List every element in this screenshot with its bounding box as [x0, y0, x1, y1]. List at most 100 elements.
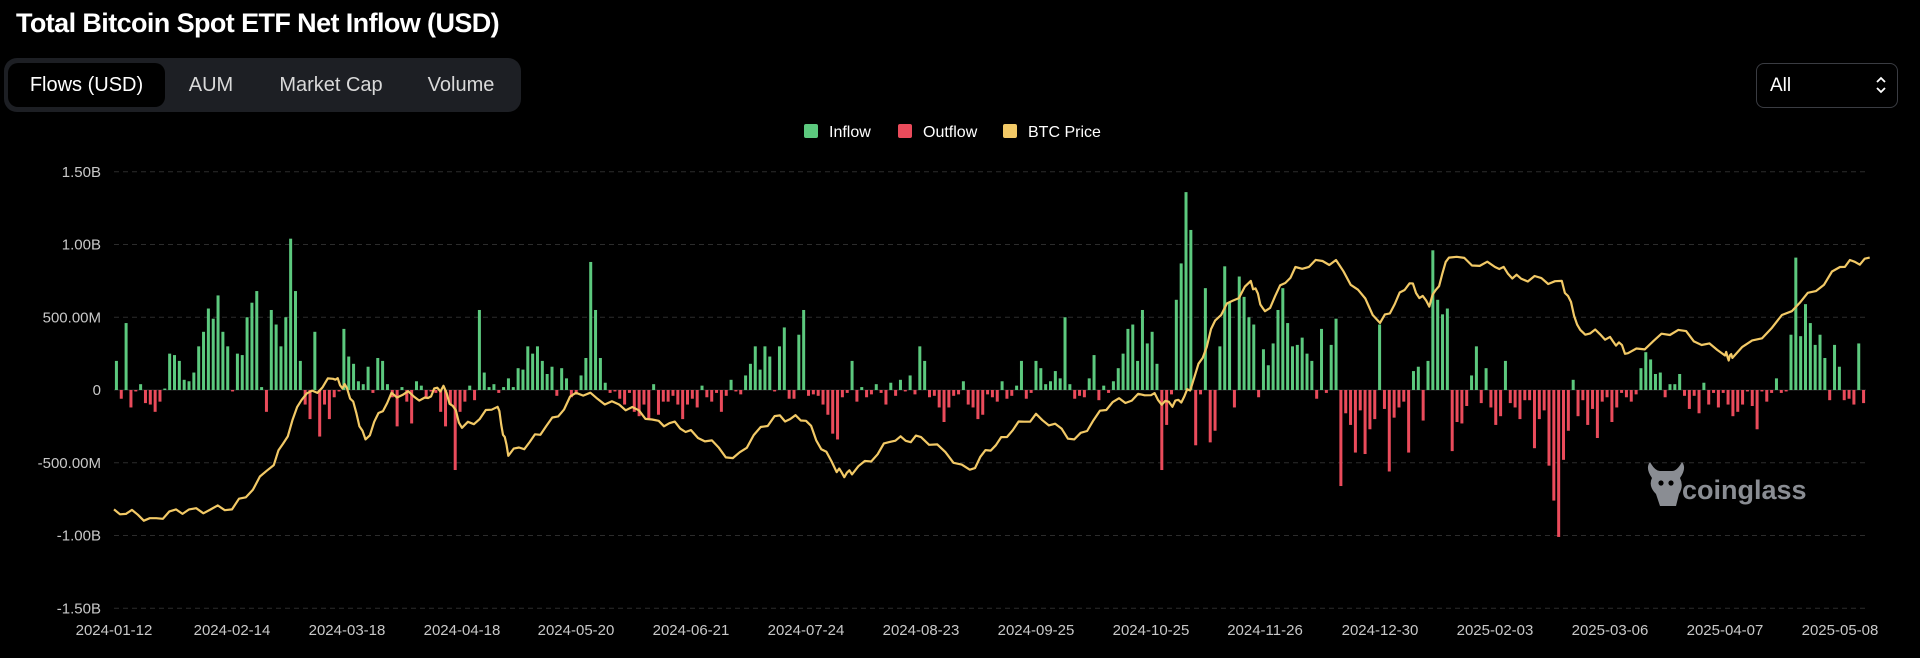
outflow-bar[interactable]: [831, 390, 835, 434]
outflow-bar[interactable]: [1736, 390, 1740, 412]
inflow-bar[interactable]: [414, 381, 418, 390]
inflow-bar[interactable]: [1179, 263, 1183, 390]
inflow-bar[interactable]: [1441, 314, 1445, 390]
outflow-bar[interactable]: [1726, 390, 1730, 405]
outflow-bar[interactable]: [1523, 390, 1527, 401]
inflow-bar[interactable]: [1189, 229, 1193, 390]
outflow-bar[interactable]: [1353, 390, 1357, 453]
inflow-bar[interactable]: [1223, 266, 1227, 390]
outflow-bar[interactable]: [845, 390, 849, 393]
inflow-bar[interactable]: [255, 291, 259, 390]
inflow-bar[interactable]: [545, 374, 549, 390]
inflow-bar[interactable]: [1644, 352, 1648, 390]
inflow-bar[interactable]: [1678, 374, 1682, 390]
inflow-bar[interactable]: [192, 372, 196, 390]
inflow-bar[interactable]: [182, 379, 186, 390]
outflow-bar[interactable]: [715, 390, 719, 393]
inflow-bar[interactable]: [874, 384, 878, 390]
inflow-bar[interactable]: [226, 346, 230, 390]
outflow-bar[interactable]: [1024, 390, 1028, 399]
outflow-bar[interactable]: [816, 390, 820, 396]
outflow-bar[interactable]: [787, 390, 791, 399]
outflow-bar[interactable]: [1620, 390, 1624, 393]
inflow-bar[interactable]: [1436, 299, 1440, 390]
inflow-bar[interactable]: [594, 309, 598, 390]
inflow-bar[interactable]: [1155, 363, 1159, 390]
inflow-bar[interactable]: [1818, 334, 1822, 390]
outflow-bar[interactable]: [807, 390, 811, 396]
outflow-bar[interactable]: [308, 390, 312, 420]
inflow-bar[interactable]: [1658, 372, 1662, 390]
inflow-bar[interactable]: [1411, 371, 1415, 390]
outflow-bar[interactable]: [695, 390, 699, 408]
inflow-bar[interactable]: [1794, 257, 1798, 390]
inflow-bar[interactable]: [289, 238, 293, 390]
outflow-bar[interactable]: [1455, 390, 1459, 423]
inflow-bar[interactable]: [898, 379, 902, 390]
outflow-bar[interactable]: [463, 390, 467, 402]
inflow-bar[interactable]: [1131, 324, 1135, 390]
inflow-bar[interactable]: [506, 378, 510, 390]
inflow-bar[interactable]: [1702, 382, 1706, 390]
inflow-bar[interactable]: [589, 261, 593, 390]
inflow-bar[interactable]: [768, 356, 772, 390]
inflow-bar[interactable]: [1058, 378, 1062, 390]
outflow-bar[interactable]: [1349, 390, 1353, 425]
inflow-bar[interactable]: [1668, 384, 1672, 390]
inflow-bar[interactable]: [1774, 378, 1778, 390]
inflow-bar[interactable]: [385, 384, 389, 390]
inflow-bar[interactable]: [1823, 357, 1827, 390]
outflow-bar[interactable]: [395, 390, 399, 427]
outflow-bar[interactable]: [642, 390, 646, 405]
outflow-bar[interactable]: [1208, 390, 1212, 443]
outflow-bar[interactable]: [1692, 390, 1696, 396]
inflow-bar[interactable]: [1305, 353, 1309, 391]
inflow-bar[interactable]: [269, 309, 273, 390]
inflow-bar[interactable]: [535, 346, 539, 390]
outflow-bar[interactable]: [879, 390, 883, 393]
inflow-bar[interactable]: [400, 387, 404, 390]
outflow-bar[interactable]: [869, 390, 873, 395]
outflow-bar[interactable]: [1107, 390, 1111, 393]
outflow-bar[interactable]: [444, 390, 448, 427]
legend-item-inflow[interactable]: Inflow: [804, 124, 871, 141]
outflow-bar[interactable]: [1513, 390, 1517, 408]
outflow-bar[interactable]: [1499, 390, 1503, 417]
outflow-bar[interactable]: [555, 390, 559, 396]
inflow-bar[interactable]: [1426, 360, 1430, 390]
outflow-bar[interactable]: [1518, 390, 1522, 420]
outflow-bar[interactable]: [836, 390, 840, 440]
inflow-bar[interactable]: [197, 346, 201, 390]
inflow-bar[interactable]: [1150, 331, 1154, 390]
inflow-bar[interactable]: [782, 327, 786, 390]
outflow-bar[interactable]: [1663, 390, 1667, 398]
tab-flows-usd[interactable]: Flows (USD): [8, 63, 165, 107]
inflow-bar[interactable]: [700, 385, 704, 390]
inflow-bar[interactable]: [298, 360, 302, 390]
inflow-bar[interactable]: [1237, 276, 1241, 390]
outflow-bar[interactable]: [439, 390, 443, 412]
outflow-bar[interactable]: [1721, 390, 1725, 393]
inflow-bar[interactable]: [1470, 375, 1474, 390]
outflow-bar[interactable]: [932, 390, 936, 396]
outflow-bar[interactable]: [1562, 390, 1566, 460]
inflow-bar[interactable]: [1857, 343, 1861, 390]
inflow-bar[interactable]: [1290, 346, 1294, 390]
outflow-bar[interactable]: [1847, 390, 1851, 399]
inflow-bar[interactable]: [744, 375, 748, 390]
outflow-bar[interactable]: [1760, 390, 1764, 392]
outflow-bar[interactable]: [1537, 390, 1541, 420]
outflow-bar[interactable]: [1610, 390, 1614, 423]
inflow-bar[interactable]: [250, 302, 254, 390]
outflow-bar[interactable]: [705, 390, 709, 398]
outflow-bar[interactable]: [995, 390, 999, 402]
outflow-bar[interactable]: [405, 390, 409, 402]
outflow-bar[interactable]: [855, 390, 859, 402]
inflow-bar[interactable]: [1102, 385, 1106, 390]
outflow-bar[interactable]: [1547, 390, 1551, 466]
inflow-bar[interactable]: [221, 331, 225, 390]
inflow-bar[interactable]: [1276, 309, 1280, 390]
outflow-bar[interactable]: [1716, 390, 1720, 408]
inflow-bar[interactable]: [1310, 360, 1314, 390]
outflow-bar[interactable]: [618, 390, 622, 399]
